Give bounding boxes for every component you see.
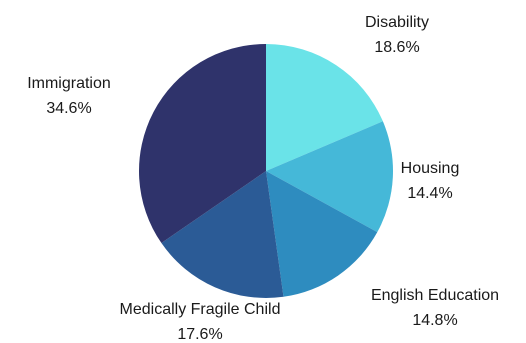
slice-label-name: English Education — [371, 287, 499, 304]
pie-slice-english-education — [266, 171, 378, 297]
slice-label-medically-fragile-child: Medically Fragile Child 17.6% — [120, 301, 281, 343]
slice-label-english-education: English Education 14.8% — [371, 287, 499, 329]
slice-label-disability: Disability 18.6% — [365, 14, 429, 56]
slice-label-value: 18.6% — [374, 39, 419, 56]
slice-label-housing: Housing 14.4% — [401, 160, 460, 202]
pie-slice-disability — [266, 44, 383, 171]
pie-slice-immigration — [138, 44, 266, 244]
slice-label-value: 34.6% — [46, 100, 91, 117]
pie-slices — [138, 44, 393, 298]
slice-label-name: Medically Fragile Child — [120, 301, 281, 318]
slice-label-name: Disability — [365, 14, 429, 31]
slice-label-name: Housing — [401, 160, 460, 177]
slice-label-value: 17.6% — [177, 326, 222, 343]
pie-slice-housing — [266, 121, 393, 233]
pie-slice-medically-fragile-child — [161, 171, 284, 298]
slice-label-value: 14.8% — [412, 312, 457, 329]
slice-label-immigration: Immigration 34.6% — [27, 75, 111, 117]
slice-label-value: 14.4% — [407, 185, 452, 202]
slice-label-name: Immigration — [27, 75, 111, 92]
